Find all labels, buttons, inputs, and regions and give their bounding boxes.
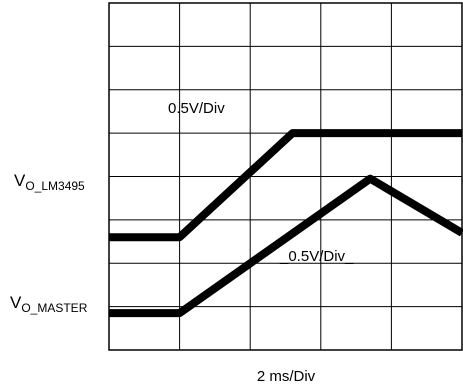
x-axis-label: 2 ms/Div <box>257 368 316 385</box>
series-label-master: VO_MASTER <box>10 293 88 315</box>
scale-label-lm3495: 0.5V/Div <box>168 100 225 117</box>
scale-label-master: _0.5V/Div_ <box>279 248 354 265</box>
series-label-master-sub: O_MASTER <box>21 301 87 315</box>
grid <box>108 2 463 351</box>
series-label-lm3495: VO_LM3495 <box>14 171 85 193</box>
series-label-master-main: V <box>10 293 22 312</box>
trace-vo-lm3495 <box>109 129 462 242</box>
series-label-lm3495-main: V <box>14 171 26 190</box>
trace-vo-master <box>109 174 463 318</box>
traces <box>109 129 463 318</box>
series-label-lm3495-sub: O_LM3495 <box>25 179 85 193</box>
